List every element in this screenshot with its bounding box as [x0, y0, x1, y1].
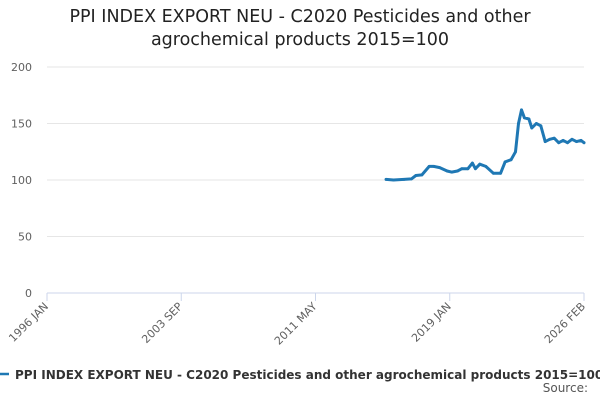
data-point[interactable]: [527, 117, 531, 121]
data-point[interactable]: [491, 171, 495, 175]
data-point[interactable]: [445, 169, 449, 173]
x-tick-label: 1996 JAN: [6, 300, 51, 345]
data-point[interactable]: [484, 165, 488, 168]
data-point[interactable]: [460, 167, 464, 171]
y-tick-label: 100: [11, 174, 32, 187]
data-point[interactable]: [548, 137, 552, 141]
chart-title: PPI INDEX EXPORT NEU - C2020 Pesticides …: [0, 6, 600, 52]
data-point[interactable]: [539, 124, 543, 128]
data-point[interactable]: [450, 170, 453, 174]
data-point[interactable]: [438, 166, 442, 170]
data-point[interactable]: [410, 177, 413, 181]
data-point[interactable]: [570, 137, 574, 141]
data-point[interactable]: [402, 178, 406, 181]
data-point[interactable]: [514, 150, 517, 154]
data-point[interactable]: [543, 140, 547, 144]
data-point[interactable]: [520, 108, 523, 112]
data-point[interactable]: [552, 136, 556, 140]
y-axis: 0 50 100 150 200: [11, 61, 32, 300]
legend[interactable]: PPI INDEX EXPORT NEU - C2020 Pesticides …: [0, 368, 600, 382]
legend-label[interactable]: PPI INDEX EXPORT NEU - C2020 Pesticides …: [15, 368, 600, 382]
y-tick-label: 0: [25, 287, 32, 300]
data-point[interactable]: [503, 160, 507, 164]
y-tick-label: 150: [11, 118, 32, 131]
data-point[interactable]: [509, 158, 513, 162]
x-tick-label: 2011 MAY: [272, 300, 320, 348]
data-point[interactable]: [466, 167, 470, 171]
data-point[interactable]: [517, 122, 520, 125]
grid-layer: [47, 66, 584, 294]
data-point[interactable]: [384, 178, 388, 181]
source-label: Source:: [542, 381, 588, 395]
data-point[interactable]: [478, 162, 482, 166]
data-point[interactable]: [414, 174, 418, 177]
series-line[interactable]: [384, 108, 586, 182]
data-point[interactable]: [579, 139, 583, 142]
y-tick-label: 200: [11, 61, 32, 74]
x-tick-label: 2003 SEP: [139, 300, 185, 346]
data-point[interactable]: [456, 169, 459, 173]
data-point[interactable]: [530, 126, 534, 130]
data-point[interactable]: [582, 141, 586, 145]
chart-title-line-1: PPI INDEX EXPORT NEU - C2020 Pesticides …: [69, 7, 531, 27]
data-point[interactable]: [575, 140, 578, 144]
data-point[interactable]: [427, 165, 431, 168]
data-point[interactable]: [566, 141, 569, 145]
data-point[interactable]: [499, 171, 502, 175]
data-point[interactable]: [471, 161, 474, 165]
data-point[interactable]: [557, 141, 561, 145]
series-layer: [384, 108, 586, 182]
data-point[interactable]: [561, 139, 565, 142]
y-tick-label: 50: [18, 231, 32, 244]
data-point[interactable]: [392, 178, 395, 182]
data-point[interactable]: [523, 116, 526, 120]
x-tick-label: 2019 JAN: [409, 300, 454, 345]
x-tick-label: 2026 FEB: [542, 300, 588, 346]
data-point[interactable]: [474, 167, 477, 171]
data-point[interactable]: [432, 165, 436, 168]
chart-title-line-2: agrochemical products 2015=100: [150, 30, 450, 50]
data-point[interactable]: [420, 173, 424, 177]
x-axis: 1996 JAN 2003 SEP 2011 MAY 2019 JAN 2026 FEB: [6, 293, 588, 348]
data-point[interactable]: [534, 122, 538, 125]
